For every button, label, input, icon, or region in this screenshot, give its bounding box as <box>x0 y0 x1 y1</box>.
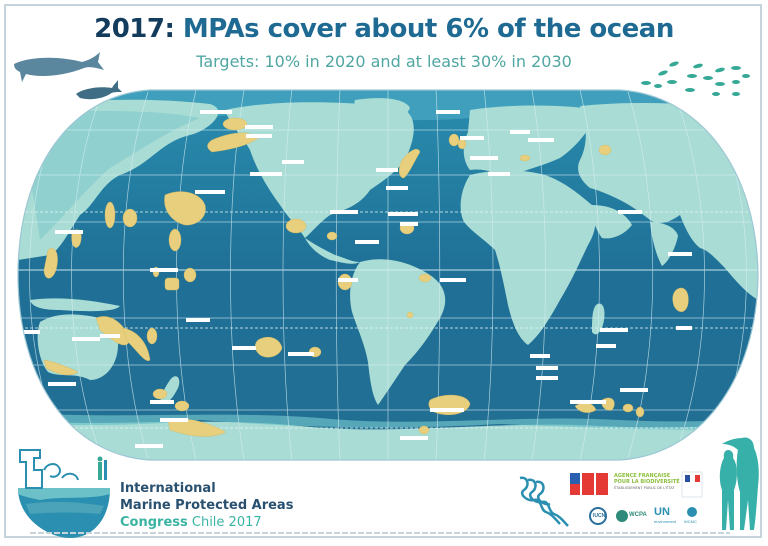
asia-west-landmass <box>18 99 219 260</box>
un-text: UN <box>654 506 670 518</box>
afb-logo: AGENCE FRANÇAISE POUR LA BIODIVERSITÉ ÉT… <box>614 473 680 491</box>
mpa-papahanaumokuakea <box>164 191 206 226</box>
congress-title: International Marine Protected Areas Con… <box>120 480 293 531</box>
mpa-areas <box>43 117 689 437</box>
afb-line-3: ÉTABLISSEMENT PUBLIC DE L'ÉTAT <box>614 486 675 490</box>
congress-line-1: International <box>120 481 216 496</box>
wcpa-text: WCPA <box>629 512 647 518</box>
congress-line-2: Marine Protected Areas <box>120 498 294 513</box>
poster-subtitle: Targets: 10% in 2020 and at least 30% in… <box>196 52 572 71</box>
poster-title: 2017: MPAs cover about 6% of the ocean <box>0 14 768 44</box>
congress-logo <box>18 449 110 538</box>
map-body <box>18 90 758 460</box>
north-america <box>225 102 414 238</box>
congress-word: Congress <box>120 515 188 530</box>
title-year: 2017: <box>94 14 175 44</box>
wcpa-logo <box>616 510 628 522</box>
iucn-logo <box>589 507 607 525</box>
sea-serpent-icon <box>519 476 569 527</box>
asia-east-landmass <box>578 103 758 301</box>
wcmc-text: WCMC <box>684 519 697 524</box>
iucn-text: IUCN <box>593 513 606 519</box>
south-america <box>350 259 446 405</box>
afb-line-1: AGENCE FRANÇAISE <box>614 473 671 479</box>
congress-place: Chile 2017 <box>187 515 262 530</box>
graticule <box>18 90 758 460</box>
afb-line-2: POUR LA BIODIVERSITÉ <box>614 479 680 485</box>
map-outline <box>17 89 759 461</box>
chile-government-logo <box>570 473 608 495</box>
fish-school-icon <box>641 61 750 96</box>
people-silhouette-icon <box>719 437 759 530</box>
whale-icon <box>14 52 122 100</box>
title-text: MPAs cover about 6% of the ocean <box>174 14 674 44</box>
footnote-text <box>30 532 730 534</box>
mpa-label-tags <box>20 110 692 448</box>
french-republic-logo <box>681 471 703 498</box>
africa <box>460 170 596 345</box>
wcmc-logo <box>687 507 697 517</box>
un-environment-text: environment <box>654 519 677 524</box>
